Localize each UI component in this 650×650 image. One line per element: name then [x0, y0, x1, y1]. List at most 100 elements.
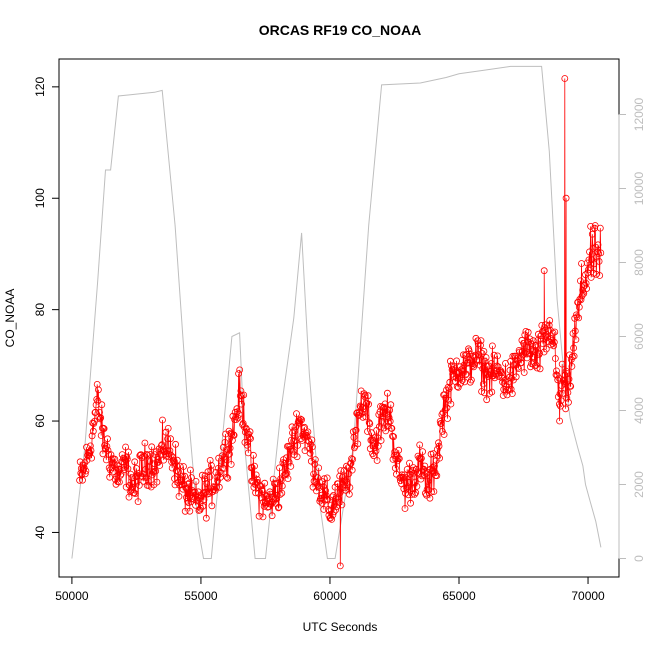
co-point [172, 440, 180, 448]
co-point [567, 382, 575, 390]
co-point [220, 465, 228, 472]
co-point [488, 342, 496, 350]
y2-tick-label: 6000 [632, 323, 646, 350]
co-point [93, 395, 101, 403]
co-point [134, 498, 142, 506]
co-point [528, 360, 535, 368]
co-point [364, 428, 371, 435]
co-point [169, 457, 177, 465]
co-point [349, 455, 357, 463]
co-point [533, 343, 541, 351]
y2-tick-label: 2000 [632, 471, 646, 498]
co-point [550, 338, 558, 346]
co-point [540, 267, 548, 275]
co-point [411, 478, 419, 486]
co-point [550, 342, 558, 350]
co-point [336, 489, 344, 496]
co-point [521, 349, 529, 357]
co-point [107, 451, 115, 459]
co-point [123, 455, 131, 463]
co-point [202, 488, 210, 496]
y2-tick-label: 4000 [632, 397, 646, 424]
co-point [494, 352, 501, 360]
co-point [566, 382, 574, 390]
co-point [287, 462, 295, 470]
co-point [97, 432, 105, 439]
co-point [173, 456, 181, 464]
co-point [198, 471, 206, 479]
co-point [202, 514, 210, 522]
co-point [330, 508, 338, 516]
co-point [433, 445, 441, 453]
co-point [569, 330, 577, 337]
co-point [592, 243, 600, 251]
x-tick-label: 60000 [313, 589, 347, 603]
co-point [553, 367, 560, 375]
co-point [512, 373, 520, 381]
co-point [83, 443, 90, 451]
co-point [323, 474, 331, 482]
co-point [232, 416, 240, 423]
co-point [360, 405, 367, 413]
co-point [558, 360, 566, 368]
co-point [386, 417, 394, 425]
co-point [426, 494, 434, 502]
co-point [377, 437, 385, 444]
co-point [181, 472, 189, 480]
co-point [565, 398, 572, 406]
co-point [274, 504, 282, 512]
x-tick-label: 65000 [442, 589, 476, 603]
co-point [562, 405, 569, 413]
co-point [441, 406, 449, 414]
co-point [501, 377, 509, 384]
co-point [441, 391, 449, 399]
co-point [520, 369, 528, 376]
co-point [473, 356, 480, 364]
co-point [597, 249, 605, 257]
co-point [435, 439, 442, 447]
co-point [243, 441, 251, 449]
co-point [121, 466, 128, 473]
co-point [443, 404, 451, 412]
x-tick-label: 55000 [184, 589, 218, 603]
co-point [338, 501, 346, 509]
co-point [143, 450, 151, 458]
co-point [199, 502, 207, 510]
co-point [508, 390, 516, 398]
co-point [252, 489, 260, 497]
chart-title: ORCAS RF19 CO_NOAA [259, 22, 422, 38]
co-point [249, 477, 257, 485]
co-point [391, 448, 399, 456]
co-point [347, 459, 355, 467]
co-point [361, 391, 369, 399]
co-point [390, 433, 398, 441]
co-point [215, 483, 223, 491]
co-point [401, 505, 409, 512]
co-point [336, 562, 344, 570]
co-point [289, 447, 297, 455]
co-point [259, 513, 267, 521]
co-point [97, 414, 105, 422]
co-point [170, 456, 178, 464]
co-point [226, 444, 234, 452]
co-point [348, 455, 356, 463]
co-point [96, 415, 104, 423]
co-point [524, 328, 532, 336]
co-point [284, 475, 292, 483]
co-point [140, 477, 148, 485]
co-point [345, 470, 353, 478]
co-point [158, 441, 166, 449]
co-point [532, 361, 540, 369]
co-point [191, 488, 199, 496]
co-point [404, 483, 412, 491]
y-axis-label: CO_NOAA [3, 289, 17, 348]
co-point [135, 481, 143, 489]
co-point [329, 511, 337, 519]
altitude-series-layer [71, 65, 602, 559]
co-point [105, 450, 112, 458]
co-point [156, 462, 164, 469]
co-point [79, 476, 86, 484]
co-point [358, 403, 366, 411]
co-point [594, 241, 602, 249]
co-point [95, 386, 102, 394]
